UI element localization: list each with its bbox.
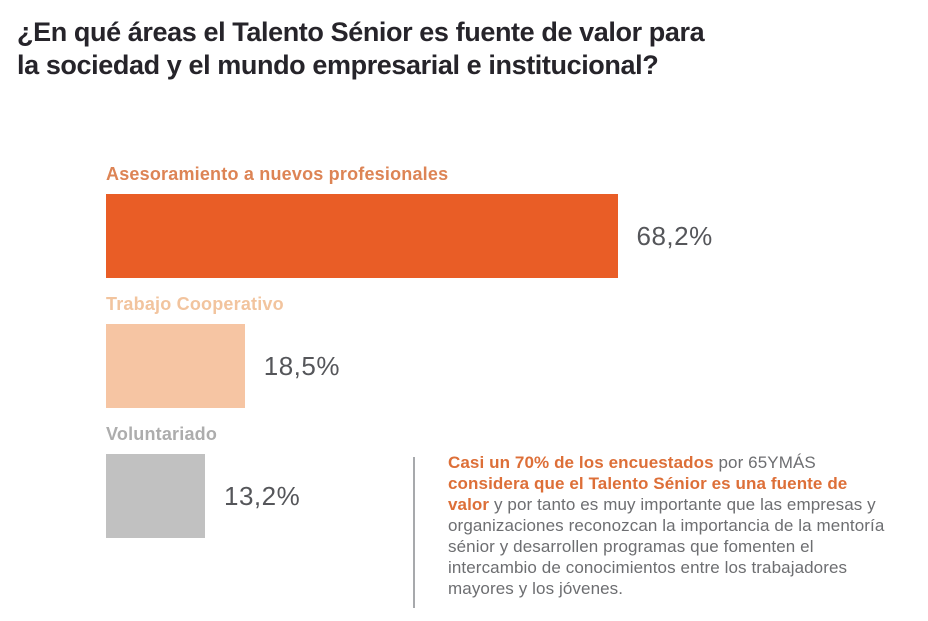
bar-label-voluntariado: Voluntariado xyxy=(106,424,218,444)
bar-row-trabajo-cooperativo: Trabajo Cooperativo 18,5% xyxy=(106,293,713,408)
bar-label-asesoramiento: Asesoramiento a nuevos profesionales xyxy=(106,164,449,184)
bar-row-asesoramiento: Asesoramiento a nuevos profesionales 68,… xyxy=(106,163,713,278)
bar-trabajo-cooperativo xyxy=(106,324,245,408)
bar-label-trabajo-cooperativo: Trabajo Cooperativo xyxy=(106,294,284,314)
vertical-divider xyxy=(413,457,415,608)
bar-asesoramiento xyxy=(106,194,618,278)
bar-voluntariado xyxy=(106,454,205,538)
bar-value-asesoramiento: 68,2% xyxy=(636,220,713,251)
bar-value-voluntariado: 13,2% xyxy=(224,480,301,511)
bar-row-voluntariado: Voluntariado 13,2% xyxy=(106,423,713,538)
annotation-segment-highlight: Casi un 70% de los encuestados xyxy=(448,453,714,472)
annotation-segment-plain: por 65YMÁS xyxy=(713,453,816,472)
annotation-block: Casi un 70% de los encuestados por 65YMÁ… xyxy=(413,452,885,608)
annotation-segment-plain: y por tanto es muy importante que las em… xyxy=(448,495,885,598)
annotation-segment-highlight: considera que el Talento Sénior es una f… xyxy=(448,474,848,514)
chart-title-line: la sociedad y el mundo empresarial e ins… xyxy=(17,50,659,80)
annotation-text: Casi un 70% de los encuestados por 65YMÁ… xyxy=(448,452,885,599)
chart-title-line: ¿En qué áreas el Talento Sénior es fuent… xyxy=(17,17,705,47)
bar-value-trabajo-cooperativo: 18,5% xyxy=(263,350,340,381)
chart-title: ¿En qué áreas el Talento Sénior es fuent… xyxy=(17,16,705,82)
bar-chart: Asesoramiento a nuevos profesionales 68,… xyxy=(106,163,713,553)
